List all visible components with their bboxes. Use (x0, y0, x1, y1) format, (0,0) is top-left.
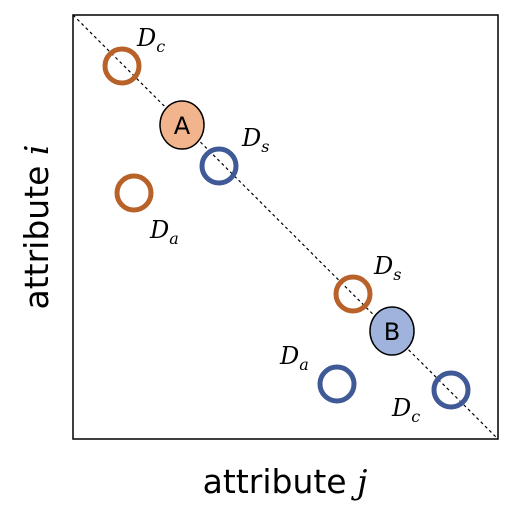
diagonal-line (72, 14, 499, 440)
x-axis-title: attribute j (203, 462, 368, 501)
label-orange-dc: Dc (136, 24, 165, 56)
label-blue-dc: Dc (391, 394, 420, 426)
orange-ds-circle (333, 274, 373, 314)
label-blue-da: Da (279, 342, 309, 374)
label-blue-ds: Ds (241, 124, 269, 156)
plot-frame (72, 14, 499, 440)
orange-da-circle (114, 173, 154, 213)
y-axis-title: attribute i (17, 145, 56, 310)
orange-dc-circle (102, 46, 142, 86)
entity-b-node (369, 306, 415, 356)
label-orange-ds: Ds (373, 252, 401, 284)
entity-a-letter: A (174, 112, 191, 140)
label-orange-da: Da (149, 216, 179, 248)
blue-ds-circle (199, 146, 239, 186)
blue-dc-circle (431, 370, 471, 410)
blue-da-circle (317, 364, 357, 404)
entity-a-node (159, 100, 205, 150)
entity-b-letter: B (384, 318, 400, 346)
